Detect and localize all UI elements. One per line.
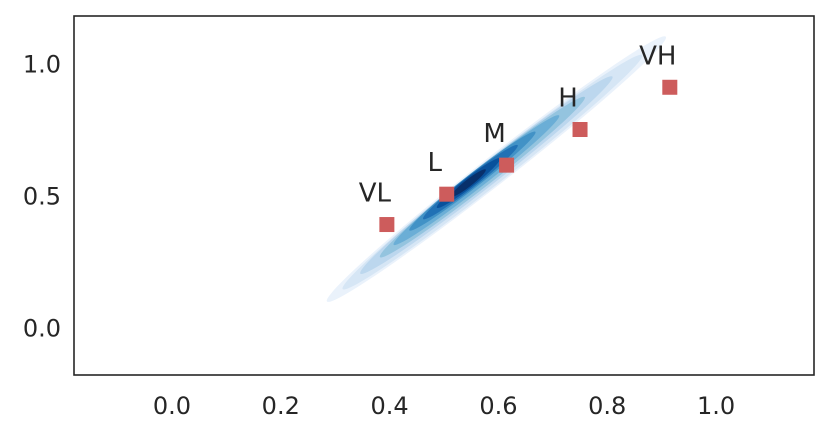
x-tick-label: 0.0: [153, 392, 191, 420]
point-marker: [572, 122, 588, 138]
point-label: VL: [359, 179, 392, 209]
point-marker: [439, 186, 455, 202]
point-label: H: [558, 84, 578, 114]
x-tick-label: 0.8: [588, 392, 626, 420]
density-contours: [326, 36, 667, 302]
x-tick-label: 0.2: [262, 392, 300, 420]
y-tick-label: 0.5: [23, 183, 61, 211]
plot-frame: [73, 15, 815, 376]
point-label: L: [427, 148, 442, 178]
y-tick-label: 0.0: [23, 314, 61, 342]
x-tick-label: 0.6: [479, 392, 517, 420]
density-contour-level-9: [450, 169, 486, 197]
point-marker: [379, 217, 395, 233]
point-marker: [662, 79, 678, 95]
point-label: M: [483, 119, 505, 149]
data-points: [379, 79, 678, 233]
x-tick-label: 0.4: [371, 392, 409, 420]
y-tick-label: 1.0: [23, 51, 61, 79]
point-label: VH: [639, 41, 676, 71]
y-axis-tick-labels: 0.0 0.5 1.0: [23, 51, 61, 343]
data-point-labels: VL L M H VH: [359, 41, 677, 208]
point-marker: [499, 157, 515, 173]
x-axis-tick-labels: 0.0 0.2 0.4 0.6 0.8 1.0: [153, 392, 735, 420]
x-tick-label: 1.0: [697, 392, 735, 420]
